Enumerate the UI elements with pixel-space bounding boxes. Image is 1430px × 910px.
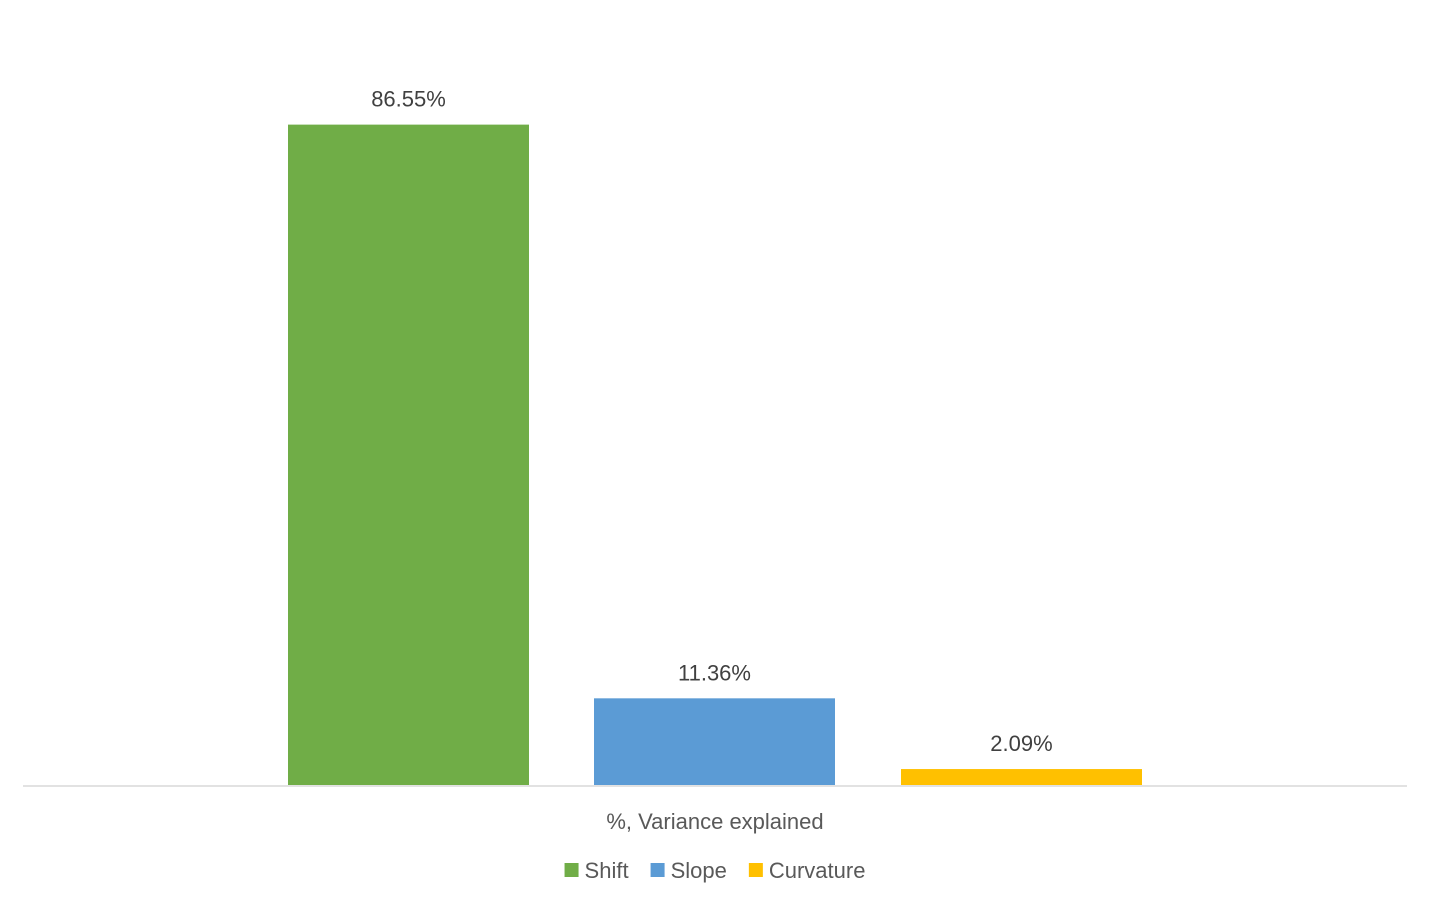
data-labels-group: 86.55% 11.36% 2.09% xyxy=(371,87,1053,756)
legend-item-curvature: Curvature xyxy=(748,858,866,883)
legend-label-slope: Slope xyxy=(671,858,727,883)
bar-slope xyxy=(594,698,835,785)
category-label: %, Variance explained xyxy=(606,809,823,834)
legend-item-shift: Shift xyxy=(564,858,629,883)
bars-group xyxy=(288,124,1142,786)
bar-shift xyxy=(288,124,529,786)
legend-swatch-slope xyxy=(650,863,665,877)
data-label-curvature: 2.09% xyxy=(990,731,1052,756)
legend-swatch-shift xyxy=(564,863,579,877)
data-label-slope: 11.36% xyxy=(678,660,751,685)
legend-label-curvature: Curvature xyxy=(769,858,866,883)
legend-item-slope: Slope xyxy=(650,858,727,883)
bar-curvature xyxy=(901,769,1142,785)
legend: Shift Slope Curvature xyxy=(564,858,866,883)
legend-swatch-curvature xyxy=(748,863,763,877)
legend-label-shift: Shift xyxy=(585,858,629,883)
data-label-shift: 86.55% xyxy=(371,87,446,112)
